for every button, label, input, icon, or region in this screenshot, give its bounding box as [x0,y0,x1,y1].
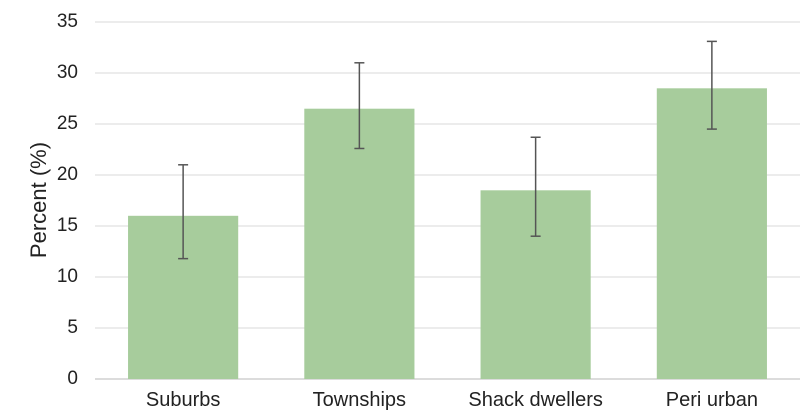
bar [656,88,767,380]
error-bar [706,40,717,130]
x-axis-categories: Suburbs Townships Shack dwellers Peri urban [146,389,758,411]
bars [128,88,767,380]
x-category-label: Peri urban [666,389,758,411]
error-bar [354,62,365,150]
y-tick-label: 35 [57,11,78,32]
y-tick-label: 15 [57,215,78,236]
error-bar [530,136,541,237]
y-axis-ticks: 0 5 10 15 20 25 30 35 [57,11,78,389]
error-bars [178,40,717,260]
error-bar [178,164,189,260]
y-tick-label: 10 [57,266,78,287]
y-tick-label: 5 [67,317,78,338]
x-category-label: Townships [313,389,406,411]
y-axis-title: Percent (%) [26,142,51,258]
y-tick-label: 30 [57,62,78,83]
y-tick-label: 25 [57,113,78,134]
x-category-label: Shack dwellers [468,389,603,411]
bar [304,108,415,379]
y-tick-label: 20 [57,164,78,185]
x-category-label: Suburbs [146,389,221,411]
y-tick-label: 0 [67,368,78,389]
